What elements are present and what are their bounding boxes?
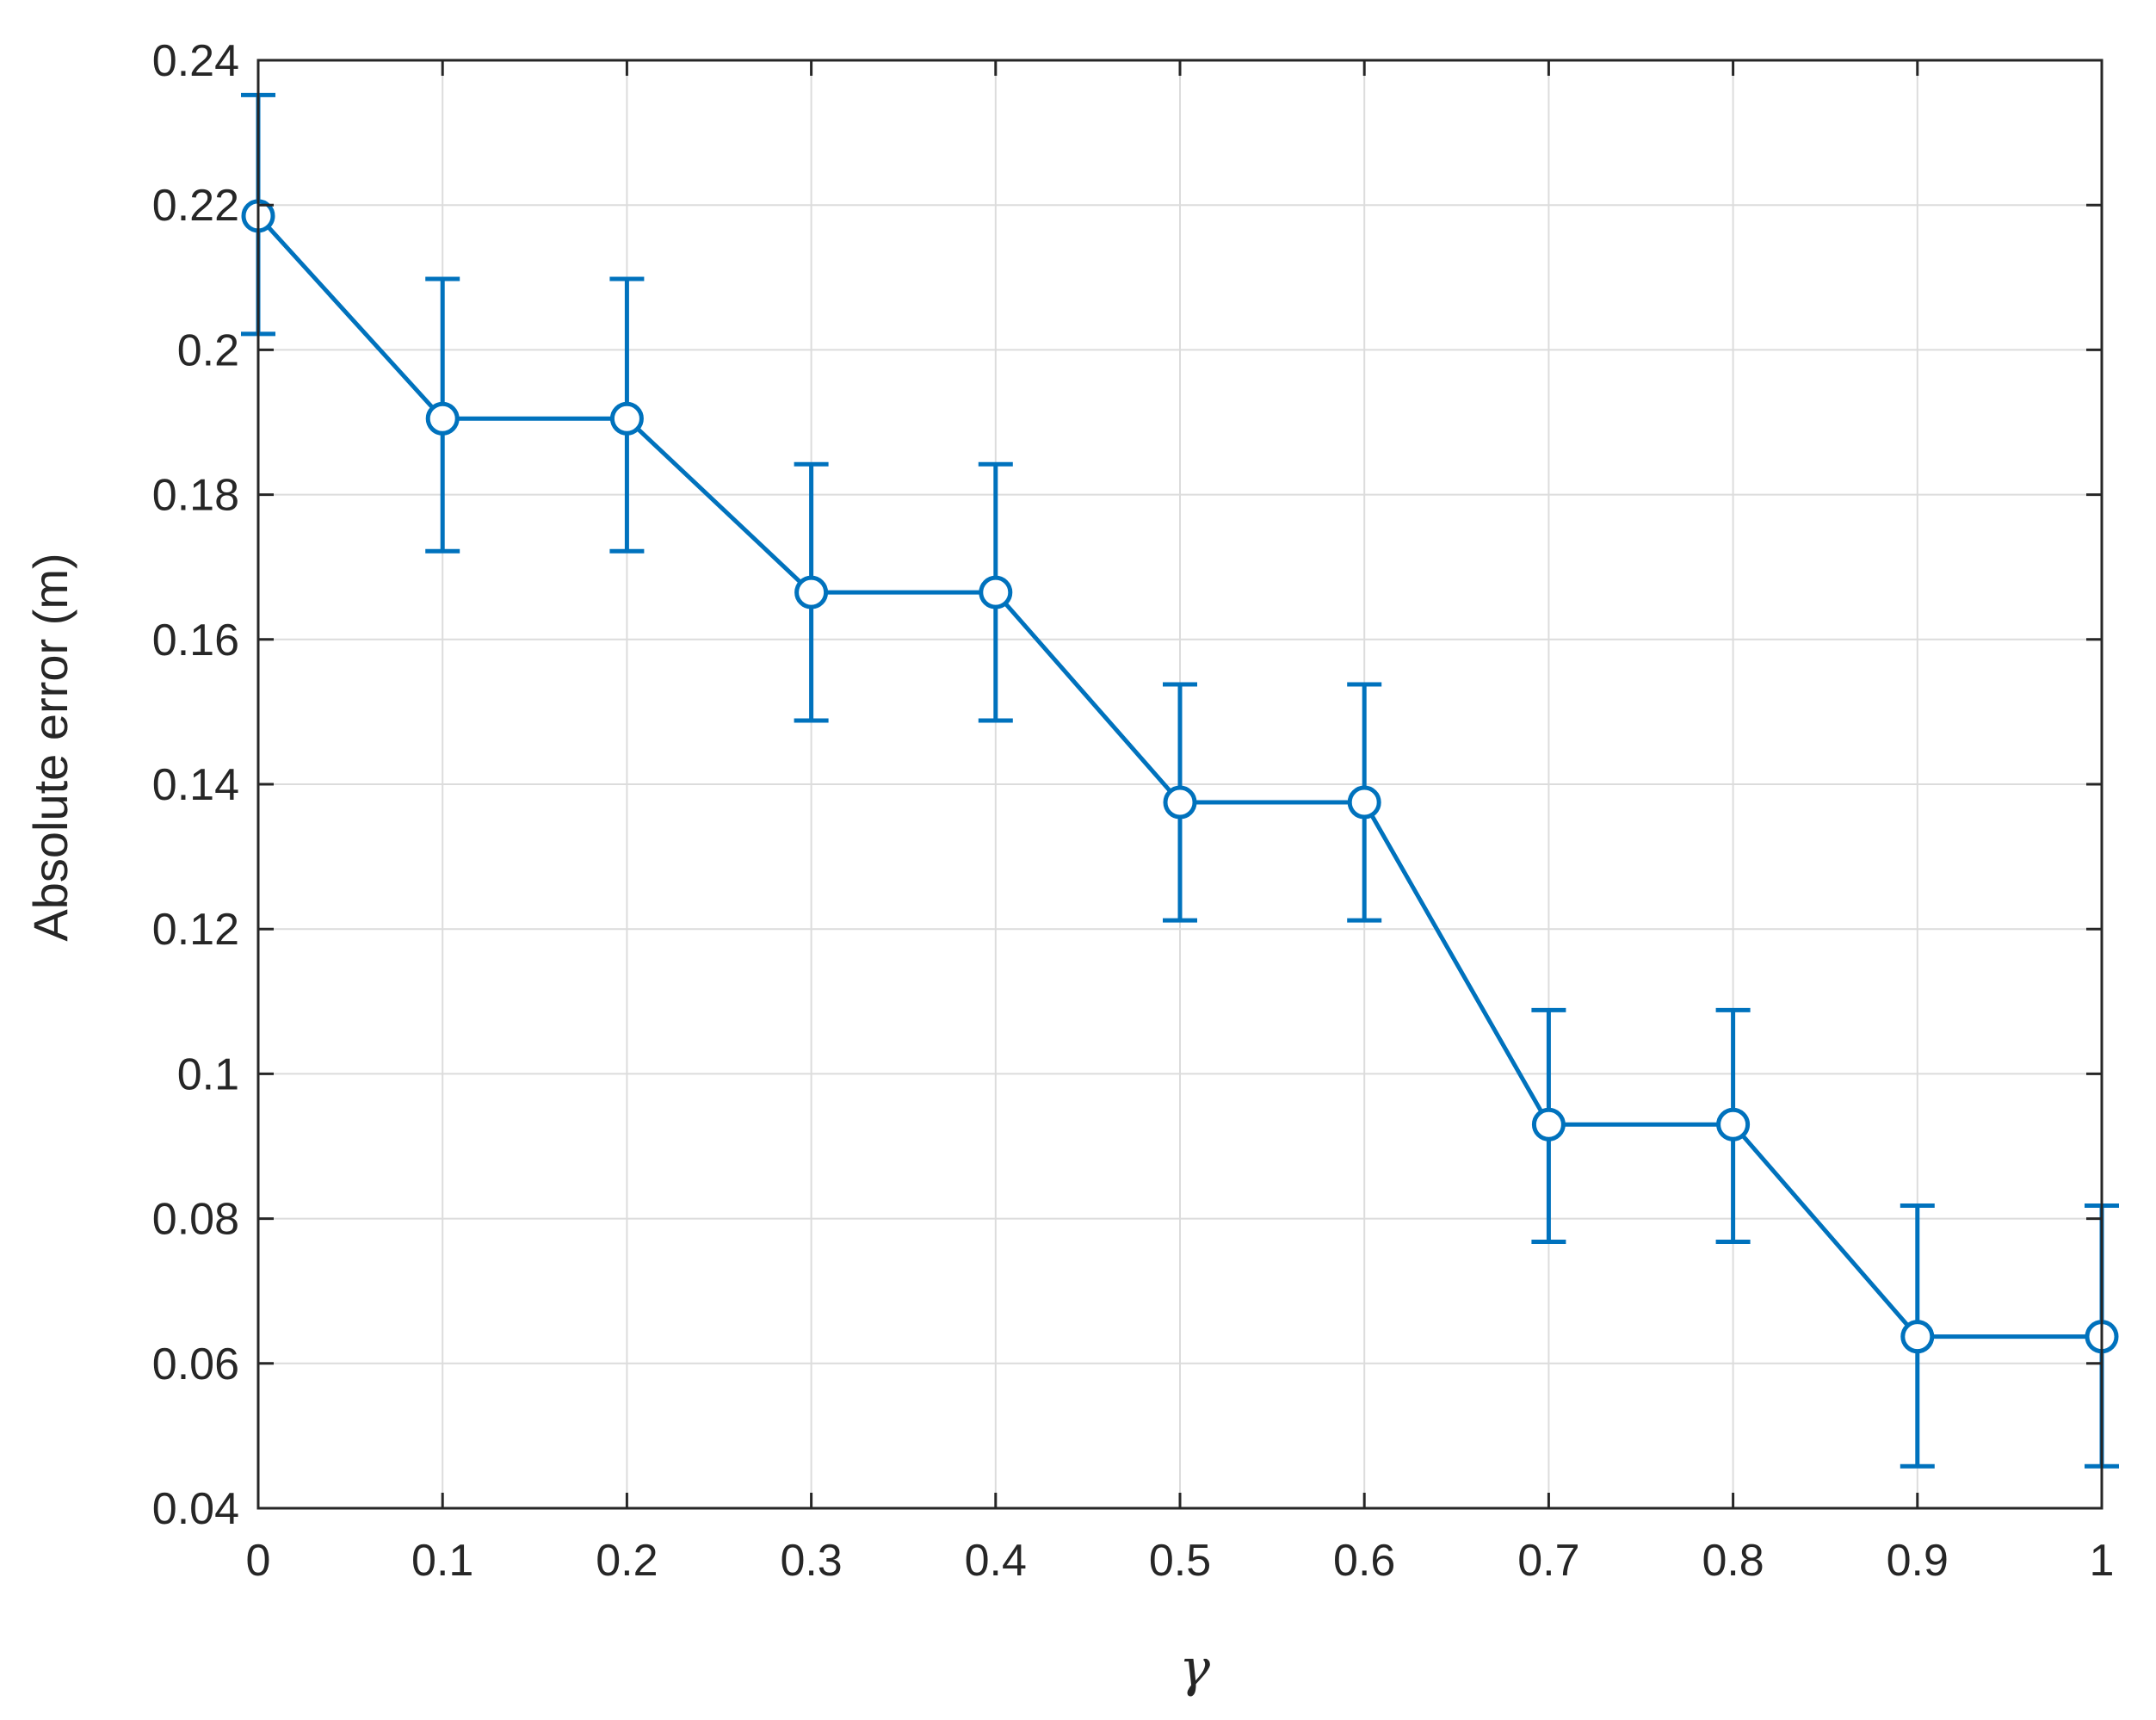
y-tick-label: 0.24	[152, 36, 239, 86]
y-tick-label: 0.12	[152, 905, 239, 955]
x-tick-label: 0	[246, 1536, 271, 1586]
x-axis-label: γ	[1179, 1638, 1210, 1698]
data-point-marker	[1347, 785, 1381, 820]
y-tick-label: 0.18	[152, 471, 239, 521]
y-tick-label: 0.1	[177, 1049, 239, 1099]
data-point-marker	[1716, 1107, 1751, 1142]
y-tick-label: 0.06	[152, 1339, 239, 1389]
y-axis-label: Absolute error (m)	[23, 553, 77, 941]
x-tick-label: 0.2	[596, 1536, 658, 1586]
y-tick-label: 0.08	[152, 1195, 239, 1245]
x-tick-label: 0.1	[411, 1536, 473, 1586]
x-tick-label: 0.9	[1887, 1536, 1949, 1586]
x-tick-label: 0.5	[1149, 1536, 1211, 1586]
x-tick-label: 0.8	[1702, 1536, 1764, 1586]
data-point-marker	[1531, 1107, 1566, 1142]
x-tick-label: 1	[2090, 1536, 2115, 1586]
x-tick-label: 0.3	[780, 1536, 842, 1586]
y-tick-label: 0.04	[152, 1484, 239, 1534]
y-tick-label: 0.2	[177, 325, 239, 375]
data-point-marker	[609, 401, 644, 436]
plot-frame	[256, 59, 2103, 1510]
data-point-marker	[979, 575, 1013, 609]
data-point-marker	[794, 575, 829, 609]
y-tick-label: 0.16	[152, 616, 239, 665]
x-tick-label: 0.4	[965, 1536, 1027, 1586]
data-point-marker	[1163, 785, 1197, 820]
y-tick-label: 0.14	[152, 760, 239, 810]
tick-labels: 0 0.1 0.2 0.3 0.4 0.5 0.6 0.7 0.8 0.9 1 0.04 0.06 0.0…	[152, 36, 2115, 1586]
y-tick-label: 0.22	[152, 181, 239, 231]
x-tick-label: 0.6	[1333, 1536, 1395, 1586]
data-point-marker	[1900, 1320, 1935, 1354]
x-tick-label: 0.7	[1517, 1536, 1579, 1586]
data-point-marker	[425, 401, 460, 436]
axes	[256, 59, 2103, 1510]
